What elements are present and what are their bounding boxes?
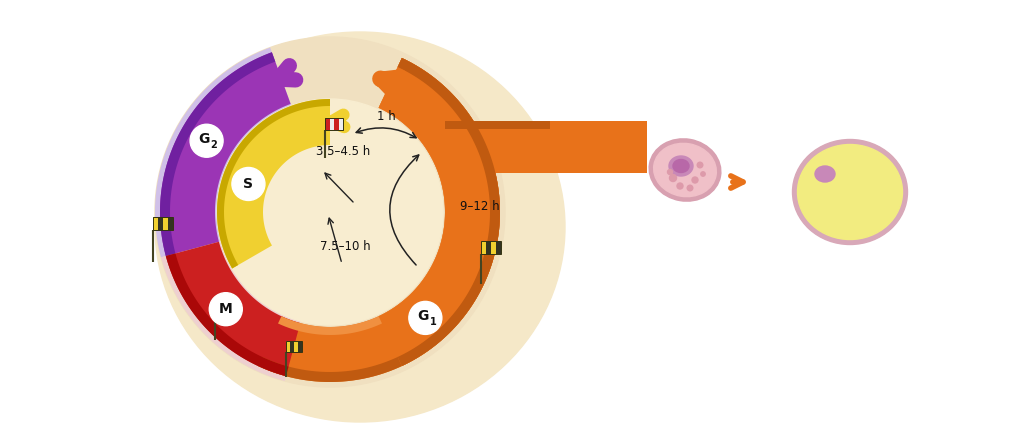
Circle shape bbox=[217, 99, 443, 325]
Circle shape bbox=[692, 177, 698, 183]
Polygon shape bbox=[228, 300, 232, 312]
Polygon shape bbox=[166, 242, 300, 376]
Polygon shape bbox=[490, 241, 496, 254]
Text: 3.5–4.5 h: 3.5–4.5 h bbox=[315, 145, 370, 158]
Polygon shape bbox=[298, 341, 302, 352]
Circle shape bbox=[697, 162, 702, 168]
Polygon shape bbox=[279, 100, 453, 335]
Polygon shape bbox=[480, 241, 485, 254]
Polygon shape bbox=[160, 52, 275, 256]
Ellipse shape bbox=[815, 166, 835, 182]
Polygon shape bbox=[161, 212, 330, 381]
Polygon shape bbox=[153, 217, 158, 230]
Polygon shape bbox=[330, 118, 334, 130]
Text: 1: 1 bbox=[429, 317, 436, 327]
Polygon shape bbox=[215, 300, 219, 312]
Ellipse shape bbox=[649, 139, 721, 201]
Text: M: M bbox=[219, 302, 232, 316]
Circle shape bbox=[190, 124, 223, 157]
Text: S: S bbox=[244, 177, 253, 191]
Polygon shape bbox=[217, 99, 330, 268]
Circle shape bbox=[687, 185, 693, 191]
Polygon shape bbox=[485, 241, 490, 254]
Circle shape bbox=[231, 168, 265, 201]
Text: 9–12 h: 9–12 h bbox=[460, 200, 500, 213]
Ellipse shape bbox=[793, 140, 907, 244]
Polygon shape bbox=[339, 118, 343, 130]
Text: 7.5–10 h: 7.5–10 h bbox=[319, 240, 371, 253]
Circle shape bbox=[670, 175, 677, 182]
Polygon shape bbox=[294, 341, 298, 352]
Polygon shape bbox=[334, 118, 339, 130]
Polygon shape bbox=[444, 121, 550, 129]
Polygon shape bbox=[550, 121, 647, 173]
Circle shape bbox=[155, 37, 505, 387]
Text: 1 h: 1 h bbox=[377, 110, 395, 123]
Polygon shape bbox=[166, 253, 289, 376]
Polygon shape bbox=[158, 217, 163, 230]
Ellipse shape bbox=[669, 156, 693, 176]
Text: G: G bbox=[417, 309, 428, 324]
Polygon shape bbox=[286, 341, 290, 352]
Polygon shape bbox=[160, 52, 291, 256]
Ellipse shape bbox=[673, 160, 689, 172]
Polygon shape bbox=[496, 241, 501, 254]
Polygon shape bbox=[397, 58, 500, 366]
Polygon shape bbox=[155, 48, 330, 257]
Polygon shape bbox=[168, 217, 173, 230]
Circle shape bbox=[700, 172, 706, 176]
Polygon shape bbox=[163, 217, 168, 230]
Circle shape bbox=[409, 301, 441, 335]
Text: 2: 2 bbox=[211, 140, 217, 150]
Text: G: G bbox=[199, 132, 210, 146]
Polygon shape bbox=[219, 300, 224, 312]
Polygon shape bbox=[217, 99, 330, 268]
Polygon shape bbox=[224, 300, 228, 312]
Circle shape bbox=[677, 183, 683, 189]
Ellipse shape bbox=[653, 143, 717, 197]
Polygon shape bbox=[379, 58, 500, 366]
Circle shape bbox=[209, 293, 243, 326]
Polygon shape bbox=[258, 58, 500, 382]
Polygon shape bbox=[258, 58, 500, 382]
Polygon shape bbox=[290, 341, 294, 352]
Circle shape bbox=[668, 169, 673, 175]
Ellipse shape bbox=[798, 145, 902, 240]
Ellipse shape bbox=[155, 32, 565, 422]
Polygon shape bbox=[444, 121, 550, 173]
Polygon shape bbox=[325, 118, 330, 130]
